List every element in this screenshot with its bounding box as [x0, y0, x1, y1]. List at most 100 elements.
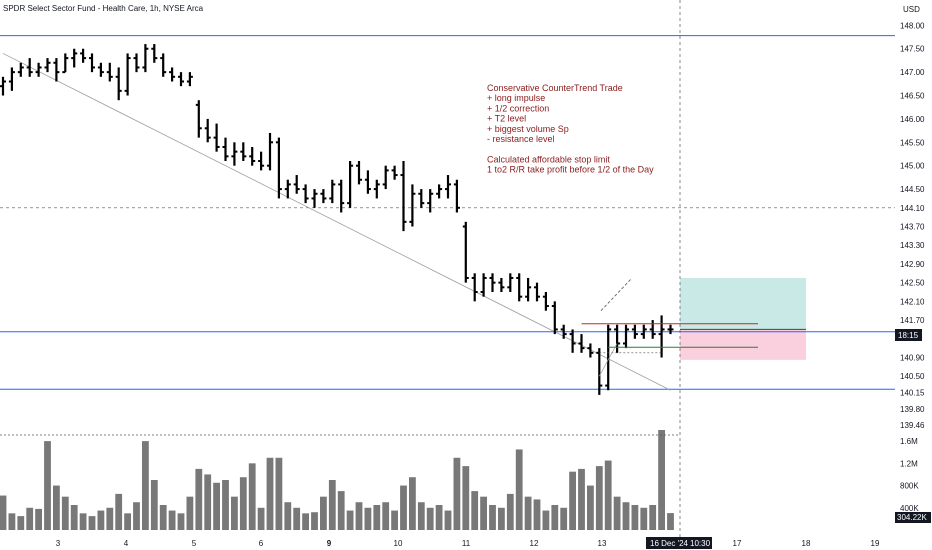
ohlc-bar [115, 67, 122, 101]
ohlc-bar [498, 277, 505, 292]
volume-bar [275, 457, 283, 530]
volume-bar [168, 510, 176, 530]
volume-bar [604, 460, 612, 530]
ohlc-bar [320, 189, 327, 204]
ohlc-bar [17, 62, 24, 77]
price-tick-label: 141.70 [900, 316, 925, 325]
volume-bar [409, 477, 416, 530]
ohlc-bar [62, 53, 69, 74]
ohlc-bar [507, 273, 514, 292]
ohlc-bar [480, 273, 487, 297]
price-tick-label: 146.00 [900, 115, 925, 124]
volume-bar [106, 507, 114, 530]
svg-text:304.22K: 304.22K [897, 513, 927, 522]
time-tick-label: 6 [259, 539, 264, 548]
svg-text:16 Dec '24: 16 Dec '24 [650, 539, 689, 548]
ohlc-bar [569, 329, 576, 353]
volume-scale: 1.6M 1.2M 800K 400K [900, 437, 919, 513]
ohlc-bar [445, 175, 451, 199]
volume-bar [328, 480, 336, 530]
ohlc-bar [169, 67, 176, 82]
svg-text:18:15: 18:15 [898, 331, 919, 340]
volume-bar [124, 513, 131, 530]
time-scale[interactable]: 3 4 5 6 9 10 11 12 13 17 18 19 [56, 539, 880, 548]
volume-bar [506, 493, 514, 530]
ohlc-bar [640, 324, 647, 339]
volume-bar [159, 505, 167, 530]
ohlc-bar [213, 123, 220, 152]
ohlc-bar [400, 161, 407, 232]
ohlc-bar [596, 348, 603, 395]
volume-bar [667, 513, 674, 530]
price-tick-label: 144.50 [900, 185, 925, 194]
ohlc-bar [106, 62, 113, 82]
ohlc-bar [338, 179, 345, 213]
price-scale[interactable]: 148.00 147.50 147.00 146.50 146.00 145.50 145.… [900, 21, 925, 429]
volume-bar [44, 441, 51, 530]
volume-bar [373, 505, 381, 530]
price-tick-label: 145.00 [900, 162, 925, 171]
volume-bar [364, 507, 372, 530]
annotation-line: + biggest volume Sp [487, 124, 569, 134]
price-tick-label: 147.00 [900, 68, 925, 77]
time-tick-label: 3 [56, 539, 61, 548]
time-tick-label: 11 [462, 539, 471, 548]
ohlc-bar [409, 184, 416, 227]
volume-bar [489, 505, 496, 530]
volume-bar [417, 502, 425, 530]
volume-bar [631, 505, 639, 530]
price-tick-label: 144.10 [900, 204, 925, 213]
ohlc-bar [97, 62, 104, 77]
ohlc-bar [347, 161, 354, 208]
time-tick-label: 10 [394, 539, 403, 548]
profit-zone [680, 277, 806, 330]
ohlc-bar [534, 282, 540, 302]
current-price-tag: 18:15 [895, 329, 922, 341]
ohlc-bar [667, 324, 674, 335]
volume-bar [195, 468, 203, 530]
volume-bar [231, 496, 238, 530]
price-tick-label: 146.50 [900, 92, 925, 101]
volume-bar [8, 513, 16, 530]
volume-bar [320, 496, 327, 530]
ohlc-bar [35, 62, 42, 77]
ohlc-bar [160, 53, 167, 77]
ohlc-bar [364, 170, 371, 194]
volume-bar [346, 510, 354, 530]
ohlc-bar [302, 184, 309, 204]
ohlc-bar [284, 179, 291, 199]
price-tick-label: 142.90 [900, 260, 925, 269]
impulse-mark [598, 343, 618, 377]
volume-tick-label: 1.6M [900, 437, 918, 446]
ohlc-bar [427, 189, 434, 213]
volume-bar [79, 513, 87, 530]
ohlc-bar [178, 72, 184, 87]
ohlc-bar [124, 53, 131, 96]
ohlc-bar [222, 137, 229, 162]
volume-bar [53, 485, 60, 530]
ohlc-bar [631, 324, 638, 339]
ohlc-bar [80, 48, 87, 63]
ohlc-bar [240, 142, 247, 162]
ohlc-bar [8, 67, 15, 91]
ohlc-bar [231, 142, 238, 166]
trend-line-segment [2, 53, 671, 391]
ohlc-bar [329, 179, 336, 204]
trade-annotation: Conservative CounterTrend Trade + long im… [487, 83, 654, 175]
ohlc-bar [151, 44, 158, 63]
ohlc-bar [578, 334, 585, 353]
volume-bar [186, 496, 194, 530]
ohlc-bar [649, 320, 656, 339]
projection-arrow [600, 277, 633, 311]
ohlc-bar [453, 179, 460, 213]
ohlc-bar [311, 189, 318, 208]
volume-bar [355, 502, 363, 530]
volume-bar [658, 430, 665, 530]
volume-bar [587, 485, 594, 530]
ohlc-bar [71, 48, 78, 68]
volume-bar [551, 505, 559, 530]
svg-text:10:30: 10:30 [690, 539, 711, 548]
time-tick-label: 4 [124, 539, 129, 548]
price-tick-label: 140.90 [900, 353, 925, 362]
